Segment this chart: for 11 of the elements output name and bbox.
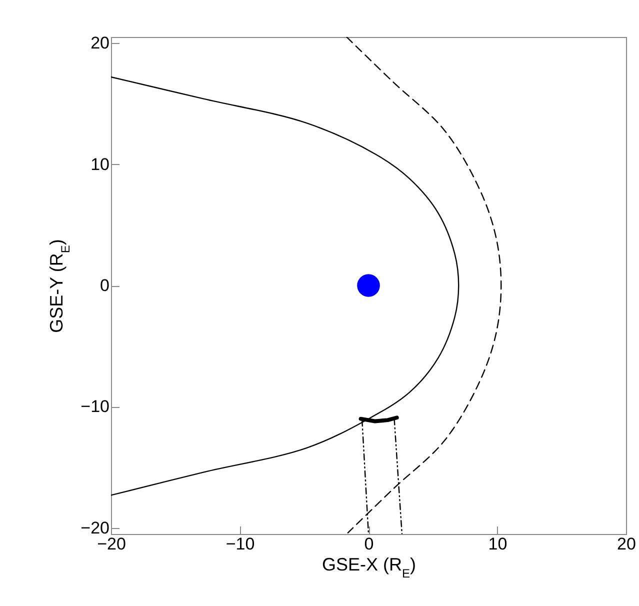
x-axis-title: GSE-X (R$_{E}$) [322,554,416,580]
x-tick-label: 20 [617,534,636,554]
y-tick-label: −20 [80,518,110,538]
x-tick-label: 0 [364,534,374,554]
y-tick-label: 0 [100,276,110,295]
line-series [346,37,502,534]
y-tick-label: 10 [90,154,110,174]
y-tick-label: −10 [80,397,110,416]
x-tick-label: −10 [226,534,255,554]
x-tick-label: 10 [488,534,508,554]
y-tick-label: 20 [90,34,110,53]
